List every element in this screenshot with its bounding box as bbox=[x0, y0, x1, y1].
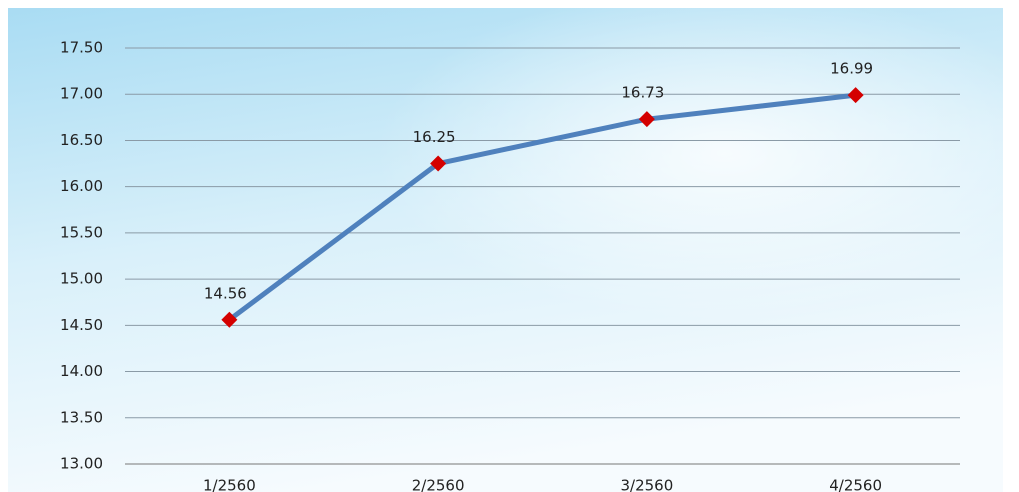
y-tick-label: 15.50 bbox=[60, 223, 103, 241]
y-tick-label: 13.50 bbox=[60, 408, 103, 426]
data-point bbox=[638, 111, 655, 128]
y-tick-label: 13.00 bbox=[60, 455, 103, 473]
series-line bbox=[227, 92, 856, 322]
data-label: 16.25 bbox=[413, 128, 456, 146]
y-tick-label: 14.00 bbox=[60, 362, 103, 380]
x-tick-label: 2/2560 bbox=[412, 477, 465, 492]
x-tick-label: 3/2560 bbox=[620, 477, 673, 492]
data-point bbox=[847, 87, 864, 104]
x-tick-label: 4/2560 bbox=[829, 477, 882, 492]
x-tick-label: 1/2560 bbox=[203, 477, 256, 492]
data-point bbox=[430, 155, 447, 172]
data-label: 16.73 bbox=[621, 84, 664, 102]
y-tick-label: 14.50 bbox=[60, 316, 103, 334]
data-label: 14.56 bbox=[204, 284, 247, 302]
background-glow bbox=[8, 8, 1003, 492]
data-label: 16.99 bbox=[830, 60, 873, 78]
data-point bbox=[221, 311, 238, 328]
y-tick-label: 16.00 bbox=[60, 177, 103, 195]
y-tick-label: 16.50 bbox=[60, 131, 103, 149]
y-tick-label: 17.50 bbox=[60, 39, 103, 57]
y-tick-label: 15.00 bbox=[60, 270, 103, 288]
y-tick-label: 17.00 bbox=[60, 85, 103, 103]
